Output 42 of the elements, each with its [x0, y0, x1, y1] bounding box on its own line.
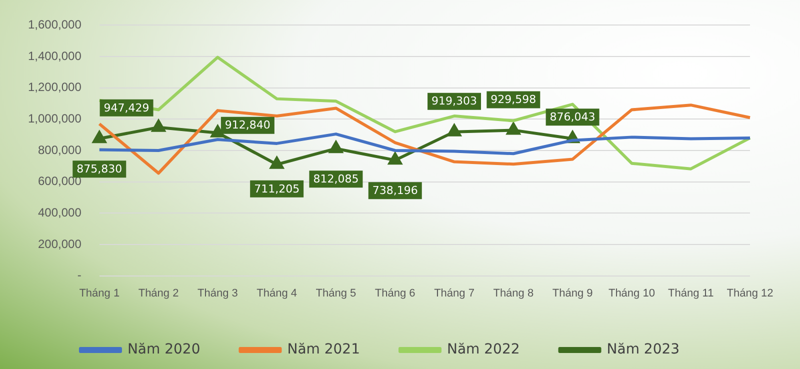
point — [329, 141, 343, 154]
y-tick-label: 600,000 — [38, 174, 82, 188]
y-tick-label: 400,000 — [38, 205, 82, 220]
x-tick-label: Tháng 5 — [316, 287, 356, 300]
data-label: 929,598 — [490, 93, 536, 106]
data-label: 875,830 — [76, 162, 122, 176]
point — [210, 125, 224, 138]
x-tick-label: Tháng 7 — [434, 287, 474, 300]
data-label: 912,840 — [224, 118, 270, 132]
data-label: 919,303 — [432, 94, 478, 108]
point — [270, 156, 284, 169]
x-tick-label: Tháng 6 — [374, 287, 416, 300]
y-tick-label: 1,600,000 — [28, 18, 82, 32]
y-tick-label: 1,400,000 — [28, 48, 82, 63]
point — [448, 124, 461, 136]
y-tick-label: 1,200,000 — [28, 80, 82, 94]
x-tick-label: Tháng 4 — [256, 287, 298, 300]
data-label: 947,429 — [104, 101, 150, 114]
x-tick-label: Tháng 12 — [726, 287, 774, 300]
x-tick-label: Tháng 11 — [668, 287, 714, 300]
data-label: 738,196 — [372, 184, 418, 198]
x-tick-label: Tháng 1 — [79, 287, 120, 300]
legend-label: Năm 2020 — [127, 342, 200, 358]
legend-label: Năm 2023 — [606, 342, 680, 358]
x-tick-label: Tháng 9 — [552, 287, 593, 300]
x-tick-label: Tháng 3 — [197, 287, 238, 300]
data-label: 876,043 — [550, 110, 596, 124]
point — [92, 131, 106, 144]
point — [506, 122, 520, 135]
point — [152, 120, 166, 132]
data-label: 711,205 — [254, 182, 300, 196]
point — [388, 152, 402, 165]
x-tick-label: Tháng 2 — [138, 287, 179, 300]
y-tick-label: - — [77, 268, 82, 282]
y-tick-label: 200,000 — [38, 236, 82, 251]
x-tick-label: Tháng 10 — [608, 287, 655, 300]
x-tick-label: Tháng 8 — [493, 287, 534, 300]
legend-label: Năm 2021 — [287, 342, 360, 358]
y-tick-label: 1,000,000 — [28, 111, 82, 126]
legend-label: Năm 2022 — [447, 342, 520, 358]
data-label: 812,085 — [313, 172, 359, 186]
y-tick-label: 800,000 — [38, 142, 82, 157]
